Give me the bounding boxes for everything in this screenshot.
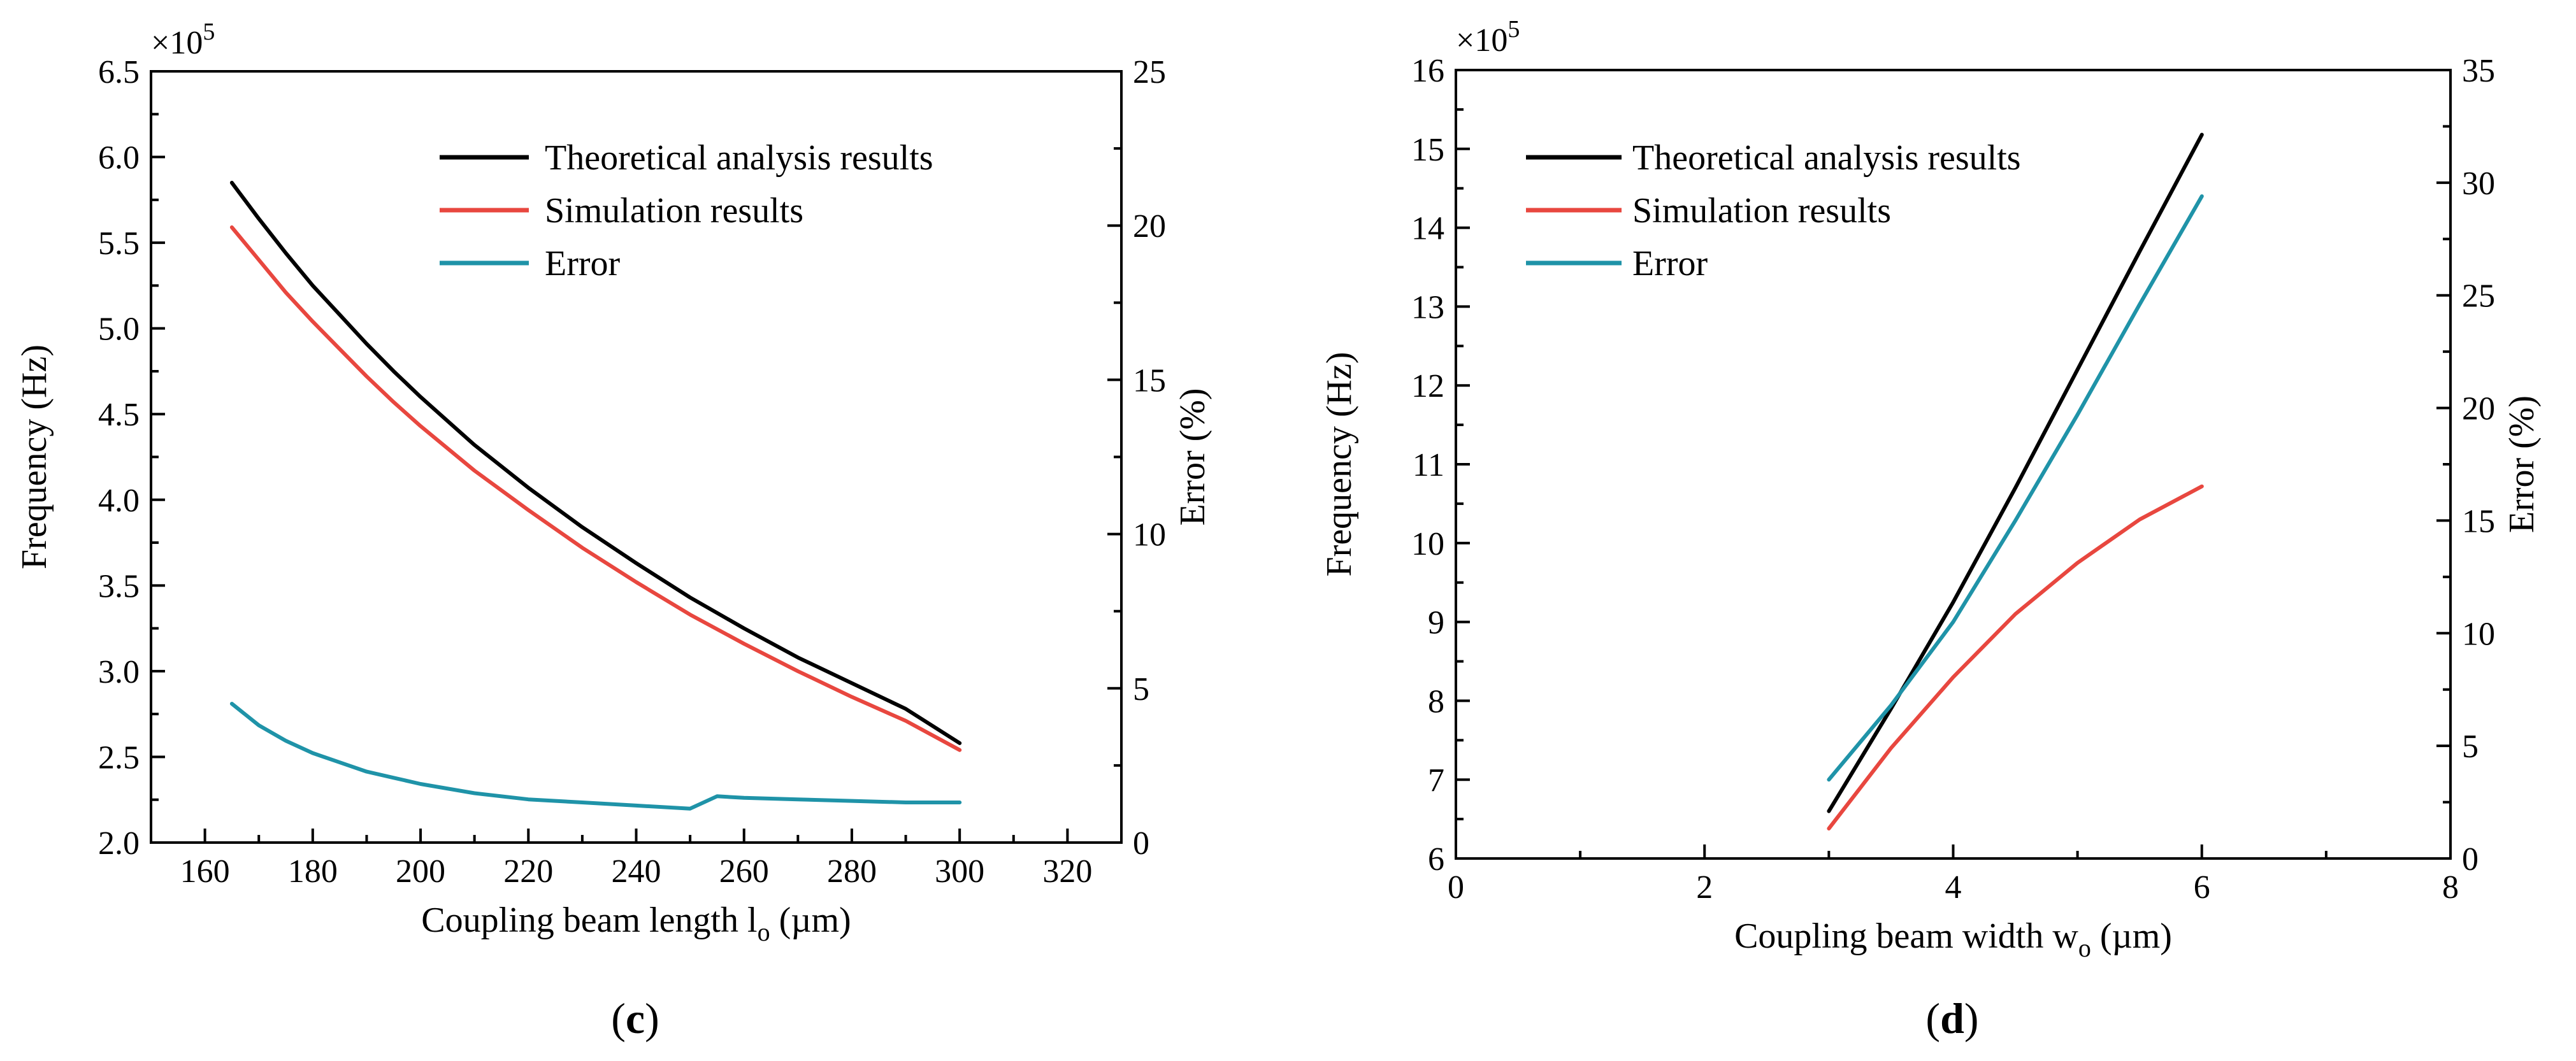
y-multiplier-base: ×10	[151, 25, 203, 61]
y-tick-label: 14	[1411, 211, 1444, 247]
y-tick-label: 8	[1428, 683, 1444, 720]
x-tick-label: 260	[719, 853, 769, 890]
y2-tick-label: 0	[2462, 841, 2479, 878]
x-tick-label: 160	[180, 853, 230, 890]
y-multiplier-label: ×105	[151, 18, 215, 61]
panel-label-close: )	[1964, 994, 1979, 1043]
y2-tick-label: 25	[1133, 54, 1166, 90]
y2-tick-label: 25	[2462, 278, 2495, 315]
x-tick-label: 2	[1696, 869, 1713, 906]
y2-tick-label: 5	[1133, 671, 1149, 708]
y-tick-label: 6.5	[98, 54, 140, 90]
panel-label: (d)	[1925, 994, 1978, 1043]
x-tick-label: 0	[1448, 869, 1464, 906]
series-line-theoretical	[229, 180, 962, 745]
y-tick-label: 15	[1411, 132, 1444, 168]
legend-label: Simulation results	[1632, 191, 1891, 231]
x-tick-label: 8	[2442, 869, 2459, 906]
y-tick-label: 7	[1428, 762, 1444, 799]
y-tick-label: 3.5	[98, 568, 140, 604]
y2-axis-title: Error (%)	[2502, 395, 2542, 533]
y-tick-label: 5.5	[98, 225, 140, 262]
legend-label: Error	[545, 244, 621, 283]
x-axis-title: Coupling beam width wo (µm)	[1734, 916, 2172, 962]
y-multiplier-label: ×105	[1456, 16, 1520, 59]
y-multiplier-exponent: 5	[1507, 16, 1520, 43]
panel-label-close: )	[645, 994, 659, 1043]
panels: 160 180 200 220 240 260 280 300 3202.02.53.03.54…	[15, 16, 2542, 1043]
y-axis-title: Frequency (Hz)	[15, 345, 54, 569]
y2-tick-label: 15	[1133, 362, 1166, 399]
y2-tick-label: 10	[1133, 517, 1166, 553]
panel-label: (c)	[611, 994, 659, 1043]
x-axis-title-unit: (µm)	[770, 901, 851, 940]
y2-tick-label: 20	[2462, 391, 2495, 427]
x-tick-label: 280	[827, 853, 877, 890]
y-tick-label: 4.0	[98, 483, 140, 519]
x-axis-title: Coupling beam length lo (µm)	[421, 901, 851, 946]
y-tick-label: 6.0	[98, 140, 140, 176]
series-line-error	[229, 702, 962, 811]
panel-label-open: (	[611, 994, 626, 1043]
y2-tick-label: 0	[1133, 825, 1149, 862]
panel-label-letter: d	[1940, 994, 1964, 1043]
legend-label: Theoretical analysis results	[1632, 138, 2021, 178]
y-tick-label: 6	[1428, 841, 1444, 878]
x-tick-label: 300	[935, 853, 984, 890]
series-line-error	[1827, 194, 2204, 782]
panel-label-open: (	[1925, 994, 1940, 1043]
y-tick-label: 3.0	[98, 654, 140, 690]
y-multiplier-base: ×10	[1456, 22, 1507, 59]
x-axis-title-subscript: o	[758, 918, 770, 946]
x-axis-title-main: Coupling beam length l	[421, 901, 757, 940]
x-tick-label: 240	[612, 853, 661, 890]
x-axis-title-unit: (µm)	[2091, 916, 2172, 956]
y-tick-label: 4.5	[98, 397, 140, 433]
y-tick-label: 5.0	[98, 311, 140, 348]
x-axis-title-subscript: o	[2078, 934, 2091, 962]
y-tick-label: 2.0	[98, 825, 140, 862]
legend-label: Error	[1632, 244, 1708, 283]
y2-tick-label: 10	[2462, 616, 2495, 652]
y-tick-label: 16	[1411, 53, 1444, 89]
y-multiplier-exponent: 5	[203, 18, 215, 45]
legend-label: Simulation results	[545, 191, 803, 231]
y-tick-label: 2.5	[98, 739, 140, 776]
y-tick-label: 12	[1411, 368, 1444, 404]
y2-tick-label: 30	[2462, 166, 2495, 202]
y-axis-title: Frequency (Hz)	[1320, 352, 1359, 577]
legend-label: Theoretical analysis results	[545, 138, 933, 178]
chart-panel-d: 0 2 4 6 8 6 7 8 9 10 11 12 13 14 15 16 0 5 10 15 20 25 30 35 ×10…	[1320, 16, 2542, 1043]
x-tick-label: 200	[396, 853, 445, 890]
y-tick-label: 10	[1411, 526, 1444, 562]
x-tick-label: 220	[503, 853, 553, 890]
x-tick-label: 6	[2194, 869, 2210, 906]
y2-tick-label: 35	[2462, 53, 2495, 89]
chart-panel-c: 160 180 200 220 240 260 280 300 3202.02.53.03.54…	[15, 18, 1212, 1043]
panel-label-letter: c	[626, 994, 645, 1043]
y-tick-label: 9	[1428, 605, 1444, 641]
y2-tick-label: 15	[2462, 503, 2495, 539]
series-line-simulation	[229, 225, 962, 752]
series-line-theoretical	[1827, 132, 2204, 813]
x-tick-label: 4	[1945, 869, 1962, 906]
y2-tick-label: 5	[2462, 729, 2479, 765]
y2-axis-title: Error (%)	[1173, 388, 1212, 525]
x-axis-title-main: Coupling beam width w	[1734, 916, 2078, 956]
x-tick-label: 180	[288, 853, 338, 890]
y-tick-label: 13	[1411, 289, 1444, 325]
x-tick-label: 320	[1042, 853, 1092, 890]
y2-tick-label: 20	[1133, 208, 1166, 245]
y-tick-label: 11	[1413, 447, 1444, 483]
series-line-simulation	[1827, 484, 2204, 830]
